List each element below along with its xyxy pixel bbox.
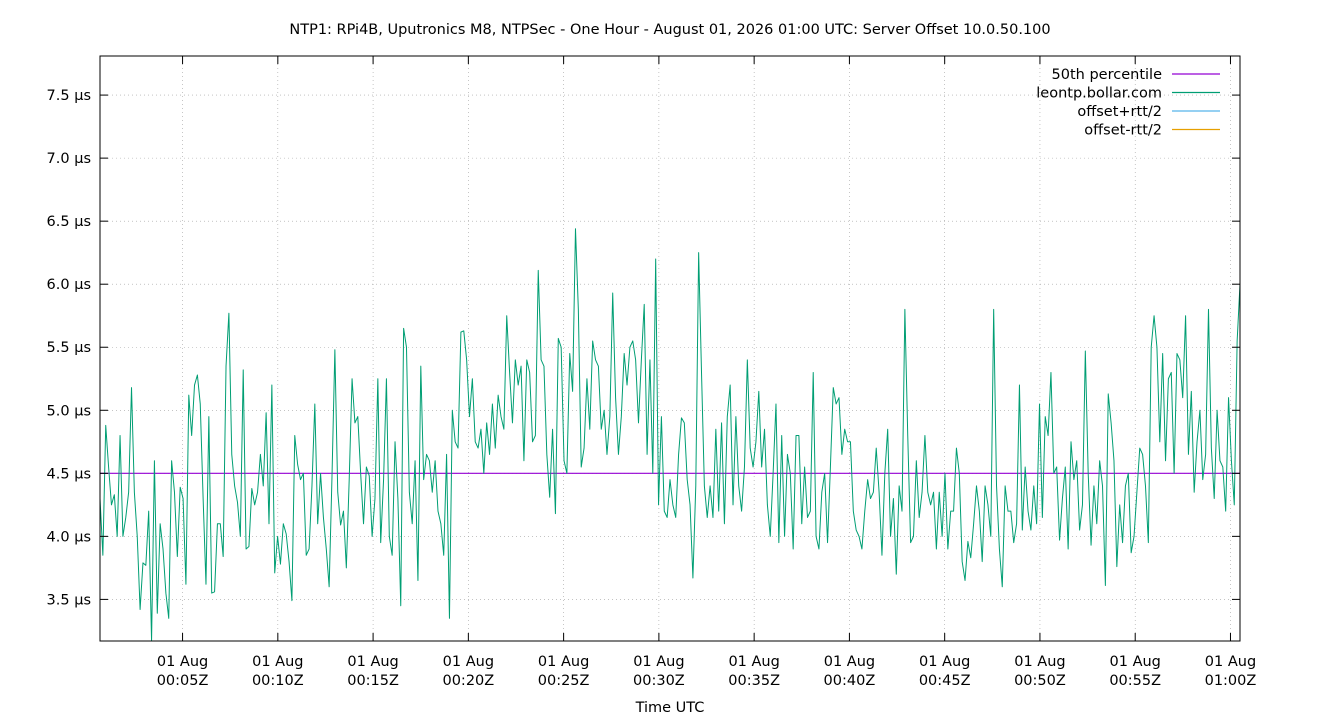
chart-title: NTP1: RPi4B, Uputronics M8, NTPSec - One… <box>289 22 1050 38</box>
x-tick-time: 00:40Z <box>824 673 876 689</box>
x-axis-label: Time UTC <box>635 700 705 716</box>
x-tick-date: 01 Aug <box>347 654 398 670</box>
plot-frame <box>99 55 1241 642</box>
y-tick-label: 3.5 µs <box>47 592 91 608</box>
legend-label: leontp.bollar.com <box>1036 86 1162 102</box>
x-tick-time: 00:45Z <box>919 673 971 689</box>
x-tick-date: 01 Aug <box>633 654 684 670</box>
y-tick-label: 6.5 µs <box>47 214 91 230</box>
grid-lines <box>100 56 1240 641</box>
y-tick-label: 6.0 µs <box>47 277 91 293</box>
y-tick-label: 4.5 µs <box>47 466 91 482</box>
y-tick-label: 4.0 µs <box>47 529 91 545</box>
x-tick-date: 01 Aug <box>443 654 494 670</box>
y-tick-label: 7.0 µs <box>47 151 91 167</box>
x-tick-date: 01 Aug <box>824 654 875 670</box>
y-tick-label: 5.0 µs <box>47 403 91 419</box>
series-line-1 <box>99 228 1241 642</box>
x-tick-time: 00:35Z <box>728 673 780 689</box>
x-tick-date: 01 Aug <box>538 654 589 670</box>
x-tick-time: 00:50Z <box>1014 673 1066 689</box>
legend-label: offset+rtt/2 <box>1077 104 1162 120</box>
x-tick-date: 01 Aug <box>919 654 970 670</box>
x-axis: 01 Aug 00:05Z 01 Aug 00:10Z 01 Aug 00:15Z 01 A… <box>157 56 1257 689</box>
x-tick-date: 01 Aug <box>252 654 303 670</box>
x-tick-time: 01:00Z <box>1205 673 1257 689</box>
x-tick-date: 01 Aug <box>728 654 779 670</box>
y-axis: 3.5 µs 4.0 µs 4.5 µs 5.0 µs 5.5 µs 6.0 µs 6.5 … <box>47 88 1240 608</box>
x-tick-time: 00:20Z <box>442 673 494 689</box>
series-layer <box>99 228 1241 642</box>
x-tick-time: 00:10Z <box>252 673 304 689</box>
x-tick-time: 00:55Z <box>1109 673 1161 689</box>
y-tick-label: 7.5 µs <box>47 88 91 104</box>
legend-label: 50th percentile <box>1052 67 1163 83</box>
x-tick-time: 00:05Z <box>157 673 209 689</box>
x-tick-date: 01 Aug <box>1110 654 1161 670</box>
x-tick-date: 01 Aug <box>157 654 208 670</box>
x-tick-time: 00:30Z <box>633 673 685 689</box>
x-tick-date: 01 Aug <box>1014 654 1065 670</box>
y-tick-label: 5.5 µs <box>47 340 91 356</box>
x-tick-time: 00:15Z <box>347 673 399 689</box>
legend-label: offset-rtt/2 <box>1084 123 1162 139</box>
x-tick-time: 00:25Z <box>538 673 590 689</box>
x-tick-date: 01 Aug <box>1205 654 1256 670</box>
legend: 50th percentile leontp.bollar.com offset+r… <box>1036 67 1220 139</box>
